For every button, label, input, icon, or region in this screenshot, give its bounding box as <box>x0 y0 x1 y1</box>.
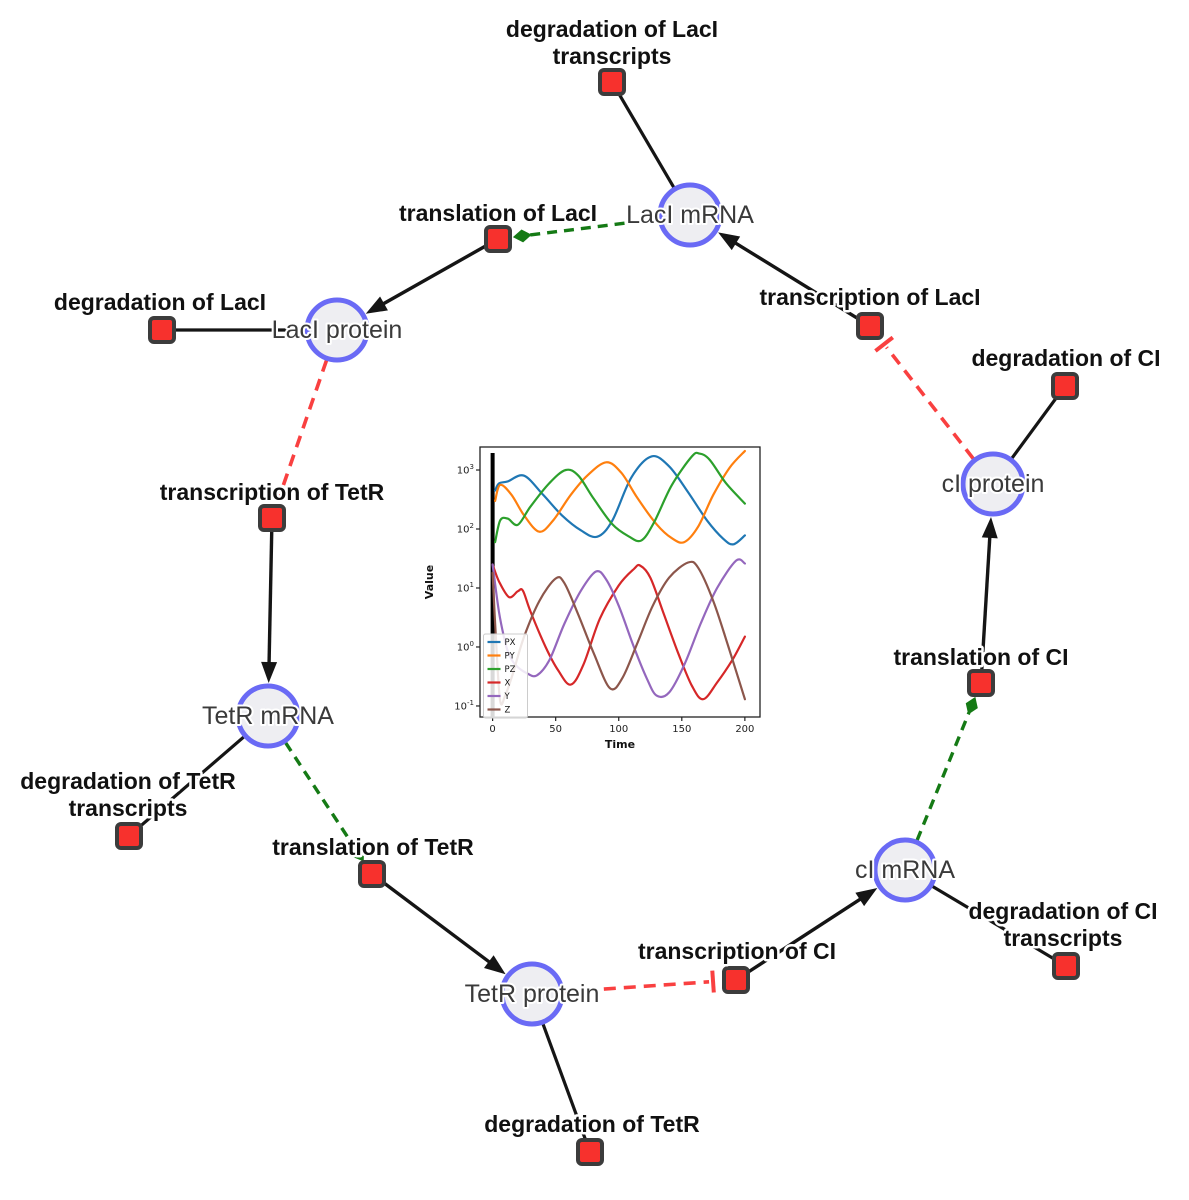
reaction-label-transcription_lacI: transcription of LacI <box>759 284 980 310</box>
edge-modifier-tetR_mRNA-to-translation_tetR <box>284 741 356 849</box>
reaction-node-transcription_lacI <box>856 312 884 340</box>
legend-label-PX: PX <box>505 638 516 648</box>
reaction-label-transcription_tetR: transcription of TetR <box>160 479 385 505</box>
reaction-node-translation_cI <box>967 669 995 697</box>
species-label-lacI_mRNA: LacI mRNA <box>626 201 754 229</box>
edges-layer <box>138 93 1059 1140</box>
species-label-cI_mRNA: cI mRNA <box>855 856 955 884</box>
species-node-tetR_mRNA <box>235 683 301 749</box>
chart-series-layer <box>491 449 746 706</box>
legend-label-PY: PY <box>505 652 516 662</box>
reaction-node-deg_tetR <box>576 1138 604 1166</box>
edge-product-translation_cI-to-cI_protein-arrowhead-icon <box>981 516 998 539</box>
chart-x-tick-label: 200 <box>735 724 754 735</box>
reaction-label-deg_cI_transcripts: transcripts <box>1004 925 1123 951</box>
reaction-label-transcription_cI: transcription of CI <box>638 938 836 964</box>
chart-y-tick-label: 102 <box>457 522 474 536</box>
edge-inhibition-tetR_protein-to-transcription_cI-tbar-icon <box>710 970 716 993</box>
chart-y-tick-label: 101 <box>457 581 474 595</box>
species-label-cI_protein: cI protein <box>942 470 1045 498</box>
chart-series-X <box>491 563 746 701</box>
chart-xaxis-title: Time <box>605 738 635 751</box>
reaction-nodes-layer: degradation of LacItranscriptstranslatio… <box>18 14 1163 1166</box>
reaction-node-translation_tetR <box>358 860 386 888</box>
edge-product-transcription_tetR-to-tetR_mRNA-arrowhead-icon <box>261 661 278 684</box>
species-label-lacI_protein: LacI protein <box>272 316 403 344</box>
species-node-tetR_protein <box>499 961 565 1027</box>
species-nodes-layer: LacI mRNA LacI protein TetR mRNA TetR prote… <box>200 182 1046 1027</box>
edge-product-transcription_tetR-to-tetR_mRNA <box>267 531 274 670</box>
reaction-label-translation_tetR: translation of TetR <box>272 834 474 860</box>
reaction-label-deg_lacI_transcripts: transcripts <box>553 43 672 69</box>
reaction-node-deg_cI <box>1051 372 1079 400</box>
edge-modifier-cI_mRNA-to-translation_cI <box>915 712 971 841</box>
reaction-node-transcription_cI <box>722 966 750 994</box>
reaction-label-deg_tetR_transcripts: transcripts <box>69 795 188 821</box>
edge-product-translation_lacI-to-lacI_protein <box>377 244 487 309</box>
edge-modifier-lacI_mRNA-to-translation_lacI-diamond-icon <box>512 229 532 243</box>
chart-x-tick-label: 100 <box>609 724 628 735</box>
edge-product-translation_lacI-to-lacI_protein-arrowhead-icon <box>365 296 388 314</box>
edge-plain-tetR_protein-to-deg_tetR <box>541 1023 587 1140</box>
reaction-node-deg_tetR_transcripts <box>115 822 143 850</box>
chart-y-tick-label: 10-1 <box>454 699 474 713</box>
reaction-label-translation_lacI: translation of LacI <box>399 200 597 226</box>
chart-yaxis-title: Value <box>423 565 436 599</box>
chart-x-tick-label: 150 <box>672 724 691 735</box>
reaction-label-deg_lacI_transcripts: degradation of LacI <box>506 16 718 42</box>
edge-product-transcription_lacI-to-lacI_mRNA-arrowhead-icon <box>718 232 741 251</box>
edge-plain-lacI_mRNA-to-deg_lacI_transcripts <box>617 93 676 189</box>
reaction-label-deg_cI: degradation of CI <box>971 345 1160 371</box>
edge-inhibition-tetR_protein-to-transcription_cI <box>563 980 710 994</box>
species-node-cI_mRNA <box>872 837 938 903</box>
chart-series-PX <box>494 454 746 546</box>
legend-label-Z: Z <box>505 706 511 716</box>
reaction-node-transcription_tetR <box>258 504 286 532</box>
chart-series-PY <box>494 449 746 544</box>
species-node-lacI_mRNA <box>657 182 723 248</box>
chart-x-tick-label: 0 <box>489 724 495 735</box>
edge-product-transcription_lacI-to-lacI_mRNA <box>729 238 859 321</box>
reaction-label-deg_cI_transcripts: degradation of CI <box>968 898 1157 924</box>
chart-y-tick-label: 103 <box>457 463 474 477</box>
reaction-node-deg_lacI <box>148 316 176 344</box>
edge-inhibition-cI_protein-to-transcription_lacI-tbar-icon <box>874 335 895 353</box>
chart-x-tick-label: 50 <box>549 724 562 735</box>
edge-inhibition-lacI_protein-to-transcription_tetR <box>279 359 329 494</box>
edge-modifier-tetR_mRNA-to-translation_tetR-diamond-icon <box>353 845 364 862</box>
edge-product-translation_tetR-to-tetR_protein <box>382 881 496 968</box>
edge-plain-cI_protein-to-deg_cI <box>1010 396 1059 460</box>
edge-product-translation_cI-to-cI_protein <box>980 530 992 670</box>
edge-product-transcription_cI-to-cI_mRNA <box>746 894 867 974</box>
species-node-cI_protein <box>960 451 1026 517</box>
edge-product-transcription_cI-to-cI_mRNA-arrowhead-icon <box>855 888 878 907</box>
edge-modifier-cI_mRNA-to-translation_cI-diamond-icon <box>965 696 978 715</box>
legend-label-PZ: PZ <box>505 665 516 675</box>
reaction-label-translation_cI: translation of CI <box>893 644 1068 670</box>
edge-product-translation_tetR-to-tetR_protein-arrowhead-icon <box>484 955 506 975</box>
species-label-tetR_mRNA: TetR mRNA <box>202 702 334 730</box>
legend-label-Y: Y <box>504 692 511 702</box>
species-node-lacI_protein <box>304 297 370 363</box>
inset-chart: 0 50 100 150 200 10-1 100 101 102 103 Time Value PX P… <box>423 446 761 751</box>
reaction-node-translation_lacI <box>484 225 512 253</box>
edge-inhibition-cI_protein-to-transcription_lacI <box>885 346 975 460</box>
legend-label-X: X <box>505 679 511 689</box>
reaction-label-deg_tetR_transcripts: degradation of TetR <box>20 768 236 794</box>
species-label-tetR_protein: TetR protein <box>465 980 600 1008</box>
reaction-label-deg_lacI: degradation of LacI <box>54 289 266 315</box>
edge-plain-cI_mRNA-to-deg_cI_transcripts <box>931 885 1055 961</box>
chart-series-PZ <box>494 451 746 544</box>
edge-plain-tetR_mRNA-to-deg_tetR_transcripts <box>138 735 245 829</box>
reaction-label-deg_tetR: degradation of TetR <box>484 1111 700 1137</box>
chart-y-tick-label: 100 <box>457 640 474 654</box>
reaction-node-deg_lacI_transcripts <box>598 68 626 96</box>
edge-inhibition-lacI_protein-to-transcription_tetR-tbar-icon <box>268 490 291 502</box>
reaction-node-deg_cI_transcripts <box>1052 952 1080 980</box>
edge-modifier-lacI_mRNA-to-translation_lacI <box>529 217 659 237</box>
